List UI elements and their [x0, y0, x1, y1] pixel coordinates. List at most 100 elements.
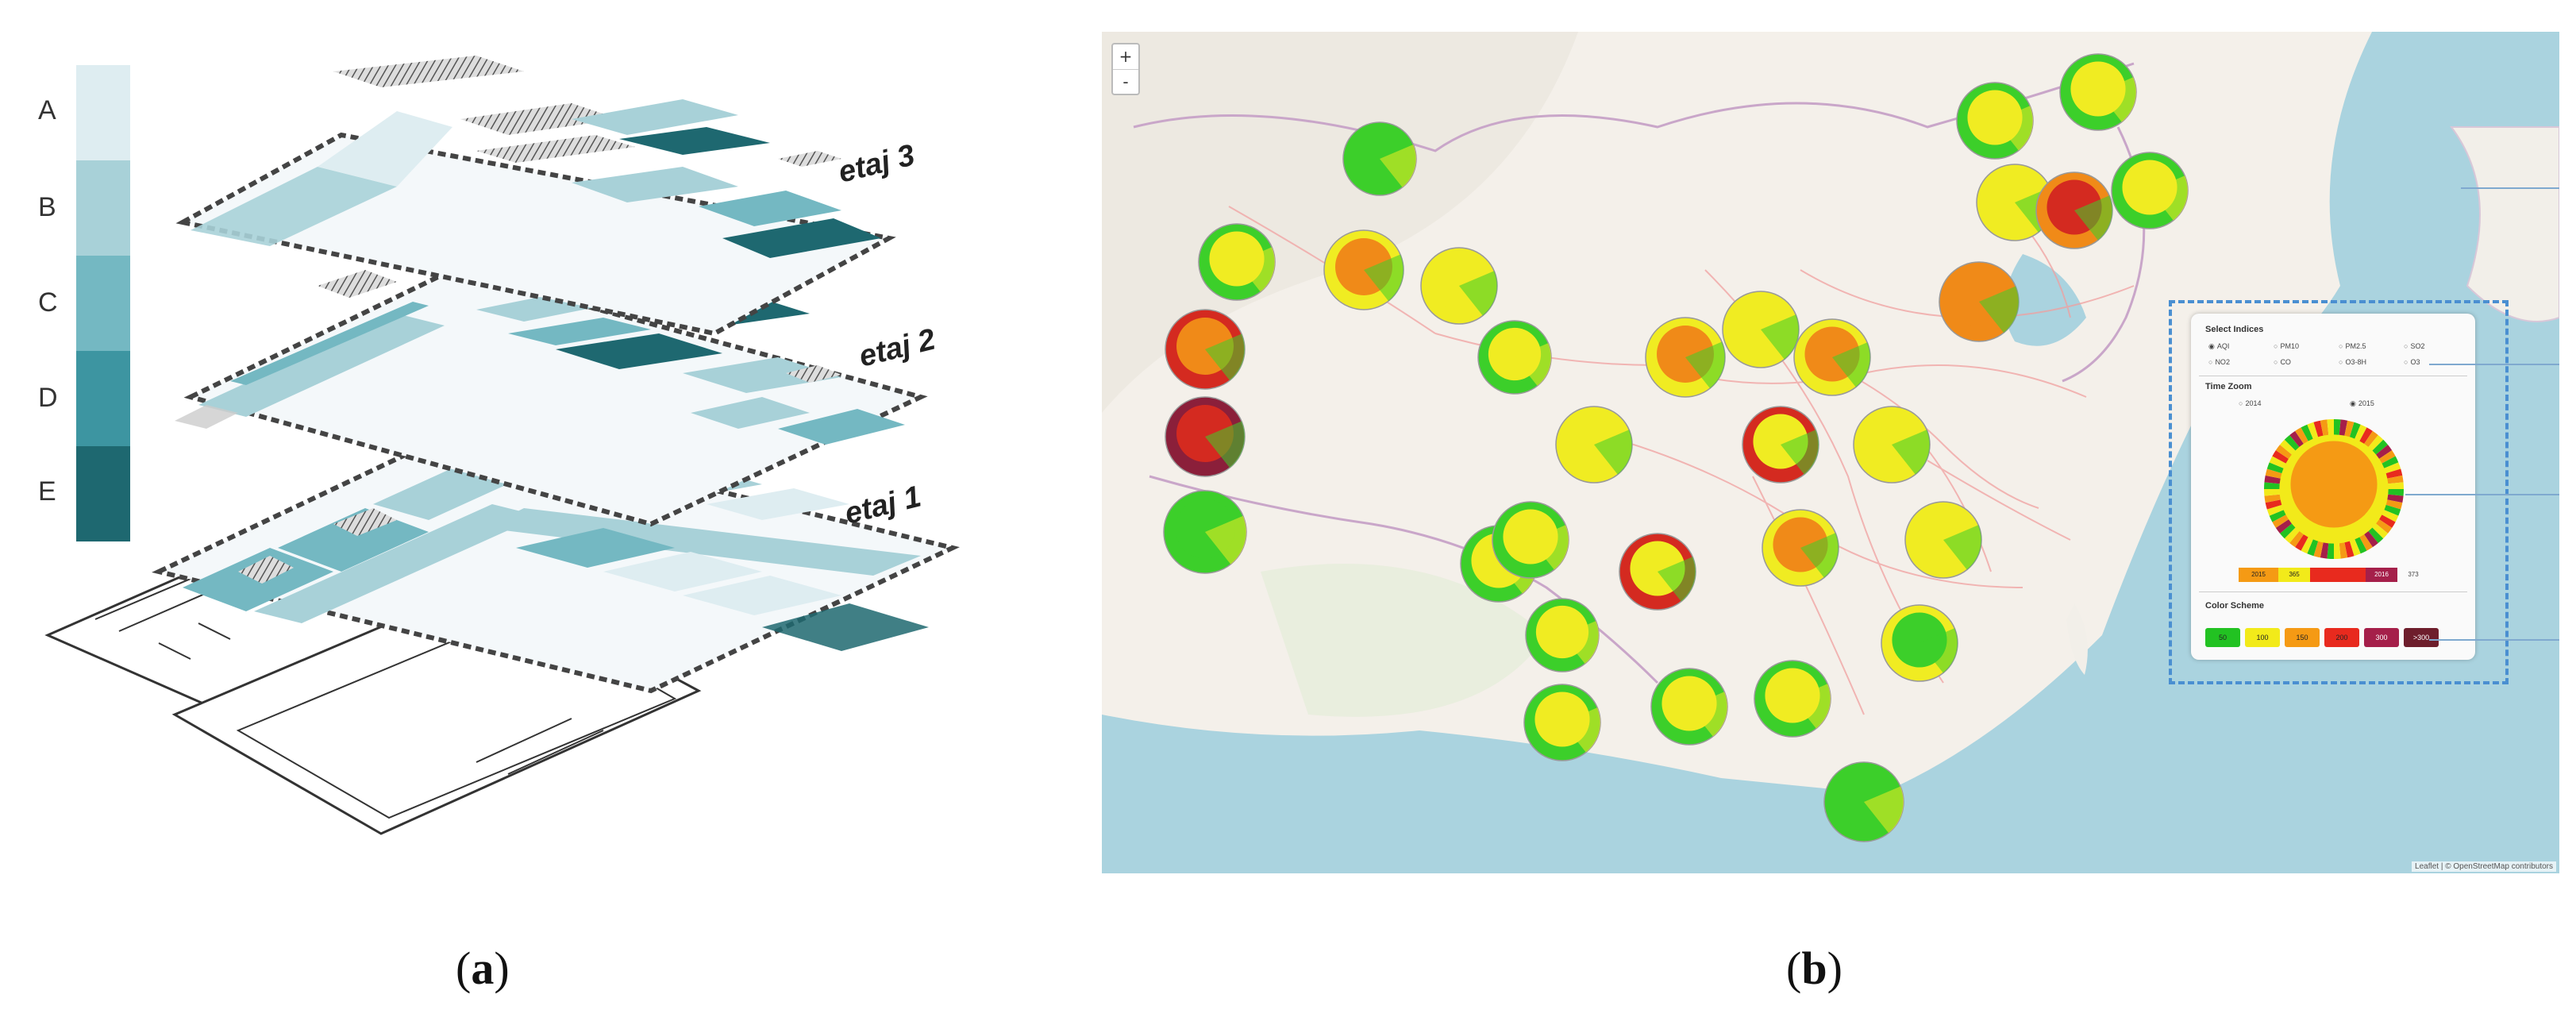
time-range-bar[interactable]: 2015 365 2016 373: [2239, 568, 2429, 582]
floor-3: etaj 3: [175, 56, 918, 337]
pie-glyph[interactable]: [1165, 309, 1246, 390]
floor-label-1: etaj 1: [841, 480, 924, 530]
map-attribution: Leaflet | © OpenStreetMap contributors: [2412, 861, 2556, 872]
pie-glyph-wedge: [1979, 286, 2019, 333]
pie-glyphs: [1163, 53, 2189, 842]
legend-label-a: A: [38, 95, 56, 125]
pie-glyph[interactable]: [1198, 223, 1276, 301]
callout-leader-line: [2429, 364, 2559, 365]
pie-glyph-wedge: [1800, 533, 1839, 578]
pie-glyph[interactable]: [1853, 406, 1931, 484]
index-option-no2[interactable]: NO2: [2208, 358, 2230, 366]
pie-glyph-wedge: [1832, 342, 1870, 387]
color-swatch-2: 100: [2245, 628, 2280, 647]
time-range-count: 373: [2408, 571, 2419, 578]
panel-divider: [2199, 591, 2467, 592]
pie-glyph[interactable]: [1477, 320, 1552, 395]
pie-glyph-wedge: [1689, 692, 1727, 737]
color-swatch-6: >300: [2404, 628, 2439, 647]
index-option-pm25[interactable]: PM2.5: [2339, 342, 2366, 350]
pie-glyph-wedge: [1781, 430, 1819, 475]
pie-glyph[interactable]: [1163, 490, 1247, 574]
time-option-2015[interactable]: 2015: [2350, 399, 2374, 408]
pie-glyph[interactable]: [1976, 164, 2054, 241]
callout-leader-line: [2461, 187, 2559, 189]
pie-glyph-wedge: [1205, 515, 1246, 565]
color-swatch-3: 150: [2285, 628, 2320, 647]
pie-glyph[interactable]: [1904, 501, 1982, 579]
zoom-in-button[interactable]: +: [1113, 44, 1138, 70]
pie-glyph[interactable]: [1165, 396, 1246, 477]
time-range-seg: [2310, 568, 2366, 582]
pie-glyph-wedge: [1237, 247, 1275, 292]
zoom-out-button[interactable]: -: [1122, 71, 1129, 91]
pie-glyph[interactable]: [1619, 533, 1696, 611]
color-legend: A B C D E: [38, 65, 130, 541]
pie-glyph-wedge: [1531, 525, 1569, 570]
pie-glyph-wedge: [1562, 621, 1599, 665]
island-japan: [2450, 126, 2559, 322]
pie-glyph[interactable]: [1525, 598, 1600, 672]
pie-glyph-wedge: [1892, 430, 1930, 475]
pie-glyph[interactable]: [1722, 291, 1800, 368]
pie-glyph[interactable]: [2035, 171, 2113, 249]
pie-glyph-wedge: [2150, 175, 2188, 221]
color-scheme-title: Color Scheme: [2205, 601, 2264, 611]
pie-glyph[interactable]: [1523, 684, 1601, 761]
pie-glyph[interactable]: [1492, 501, 1569, 579]
time-glyph-core: [2290, 441, 2378, 528]
legend-swatch-b: [76, 160, 130, 256]
caption-a: (a): [456, 942, 510, 994]
pie-glyph-wedge: [1685, 341, 1725, 389]
pie-glyph[interactable]: [1823, 761, 1904, 842]
pie-glyph-wedge: [1205, 421, 1245, 468]
pie-glyph[interactable]: [1762, 509, 1839, 587]
pie-glyph[interactable]: [1754, 660, 1831, 738]
pie-glyph[interactable]: [1323, 229, 1404, 310]
floor-label-3: etaj 3: [835, 138, 918, 189]
color-scheme-legend: 50 100 150 200 300 >300: [2205, 628, 2439, 647]
pie-glyph[interactable]: [1881, 604, 1958, 682]
pie-glyph-wedge: [1562, 707, 1600, 753]
pie-glyph-wedge: [1515, 343, 1551, 387]
index-option-so2[interactable]: SO2: [2404, 342, 2424, 350]
pie-glyph-wedge: [1205, 333, 1245, 381]
pie-glyph[interactable]: [2111, 152, 2189, 229]
select-indices-title: Select Indices: [2205, 325, 2264, 334]
pie-glyph-wedge: [1761, 314, 1799, 360]
pie-glyph-wedge: [1658, 557, 1696, 602]
color-swatch-1: 50: [2205, 628, 2240, 647]
time-range-start: 2015: [2239, 568, 2278, 582]
pie-glyph-wedge: [1919, 628, 1958, 673]
pie-glyph[interactable]: [1793, 318, 1871, 396]
time-option-2014[interactable]: 2014: [2239, 399, 2261, 407]
pie-glyph-wedge: [1995, 106, 2033, 151]
zoom-control[interactable]: + -: [1111, 43, 1140, 95]
legend-swatch-d: [76, 351, 130, 446]
floor-label-2: etaj 2: [856, 322, 938, 373]
index-option-o3[interactable]: O3: [2404, 358, 2420, 366]
legend-label-c: C: [38, 287, 58, 318]
legend-label-d: D: [38, 383, 58, 413]
color-swatch-4: 200: [2324, 628, 2359, 647]
pie-glyph[interactable]: [1650, 668, 1728, 746]
pie-glyph[interactable]: [1939, 261, 2020, 342]
time-zoom-title: Time Zoom: [2205, 382, 2252, 391]
pie-glyph[interactable]: [1342, 121, 1417, 196]
floor-plan-diagram: A B C D E etaj 1: [38, 56, 960, 835]
pie-glyph[interactable]: [2059, 53, 2137, 131]
pie-glyph[interactable]: [1645, 317, 1726, 398]
pie-glyph[interactable]: [1742, 406, 1819, 484]
legend-label-e: E: [38, 476, 56, 507]
control-panel: Select Indices AQI PM10 PM2.5 SO2 NO2 CO…: [2191, 314, 2475, 660]
index-option-o3-8h[interactable]: O3-8H: [2339, 358, 2366, 366]
legend-swatch-c: [76, 256, 130, 351]
pie-glyph[interactable]: [1555, 406, 1633, 484]
pie-glyph[interactable]: [1420, 247, 1498, 325]
pie-glyph-wedge: [2074, 195, 2112, 241]
index-option-pm10[interactable]: PM10: [2274, 342, 2299, 350]
index-option-aqi[interactable]: AQI: [2208, 342, 2230, 351]
index-option-co[interactable]: CO: [2274, 358, 2291, 366]
pie-glyph[interactable]: [1956, 82, 2034, 160]
border-line: [1149, 475, 1659, 684]
